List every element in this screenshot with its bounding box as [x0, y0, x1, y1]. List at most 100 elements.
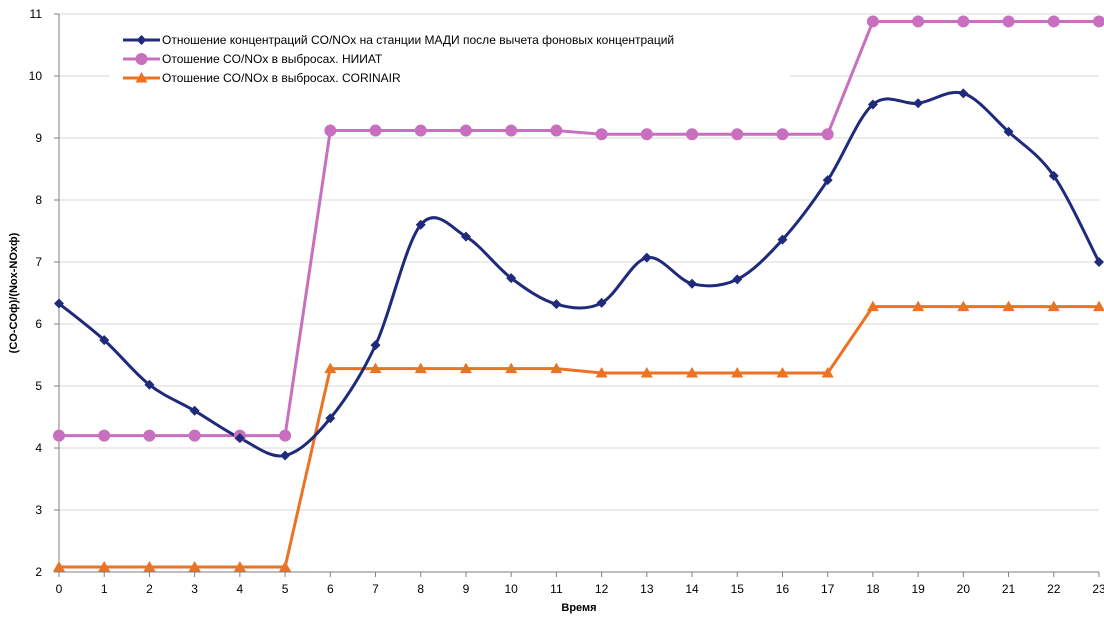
x-tick-label: 21 — [1002, 582, 1016, 596]
x-tick-label: 2 — [146, 582, 153, 596]
y-tick-label: 11 — [30, 7, 43, 21]
series-1-point — [596, 297, 607, 308]
x-tick-label: 8 — [417, 582, 424, 596]
series-2-point — [912, 15, 925, 28]
series-1-point — [551, 299, 562, 310]
series-1-point — [370, 340, 381, 351]
x-tick-label: 13 — [640, 582, 654, 596]
x-tick-label: 23 — [1092, 582, 1104, 596]
series-2-point — [1093, 15, 1104, 28]
series-markers — [53, 15, 1104, 572]
y-tick-label: 3 — [35, 503, 42, 517]
x-tick-label: 11 — [550, 582, 563, 596]
x-tick-label: 5 — [282, 582, 289, 596]
series-3-point — [414, 362, 427, 374]
x-tick-label: 18 — [866, 582, 880, 596]
legend-entry: Отошение CO/NOx в выбросах. CORINAIR — [162, 71, 401, 85]
x-tick-label: 14 — [685, 582, 699, 596]
y-tick-label: 4 — [35, 441, 42, 455]
series-3-point — [53, 561, 65, 572]
x-tick-label: 17 — [821, 582, 835, 596]
series-1-point — [99, 335, 110, 346]
y-tick-label: 9 — [35, 131, 42, 145]
series-2-point — [324, 124, 337, 137]
x-tick-label: 3 — [191, 582, 198, 596]
grid-lines — [59, 13, 1099, 511]
series-3-point — [1047, 300, 1060, 312]
series-2-point — [414, 124, 427, 137]
series-2-point — [595, 128, 608, 141]
y-tick-label: 5 — [35, 379, 42, 393]
series-1-point — [1003, 126, 1014, 137]
series-3-point — [324, 362, 337, 374]
series-3-point — [143, 561, 156, 572]
series-2-point — [143, 429, 156, 442]
series-2-point — [98, 429, 111, 442]
x-tick-label: 15 — [731, 582, 745, 596]
series-3-point — [866, 300, 879, 312]
series-3-point — [98, 561, 111, 572]
series-3-point — [821, 366, 834, 378]
x-tick-label: 6 — [327, 582, 334, 596]
y-tick-label: 8 — [35, 193, 42, 207]
series-1-point — [1094, 257, 1104, 267]
series-3-point — [686, 366, 699, 378]
series-line-1 — [58, 90, 1101, 458]
x-axis-title: Время — [561, 602, 596, 614]
x-tick-label: 19 — [911, 582, 925, 596]
legend-entry: Отношение концентраций CO/NOx на станции… — [162, 33, 674, 47]
y-axis-title: (CO-COф)/(Nox-NOxф) — [8, 232, 20, 353]
legend-box — [110, 26, 790, 88]
series-1-point — [54, 298, 64, 309]
series-3-point — [279, 561, 292, 572]
series-1-point — [144, 379, 155, 390]
series-3-point — [731, 366, 744, 378]
series-2-point — [866, 15, 879, 28]
series-2-point — [776, 128, 789, 141]
series-1-point — [325, 413, 336, 424]
series-2-point — [505, 124, 518, 137]
series-1-point — [777, 234, 788, 245]
series-2-point — [53, 429, 65, 442]
y-tick-label: 10 — [29, 69, 43, 83]
series-3-point — [1002, 300, 1015, 312]
legend-entry: Отошение CO/NOx в выбросах. НИИАТ — [162, 52, 383, 66]
series-2-point — [279, 429, 292, 442]
series-lines — [58, 19, 1101, 569]
series-1-point — [641, 252, 652, 263]
series-1-point — [506, 273, 517, 284]
series-2-point — [731, 128, 744, 141]
y-tick-label: 2 — [35, 565, 42, 579]
x-tick-label: 16 — [776, 582, 790, 596]
legend: Отношение концентраций CO/NOx на станции… — [110, 26, 790, 88]
series-2-point — [686, 128, 699, 141]
series-3-point — [640, 366, 653, 378]
x-tick-label: 4 — [237, 582, 244, 596]
x-tick-label: 7 — [372, 582, 379, 596]
series-1-point — [460, 231, 471, 242]
series-line-3 — [59, 305, 1099, 569]
series-3-point — [459, 362, 472, 374]
series-2-point — [1002, 15, 1015, 28]
series-2-point — [1047, 15, 1060, 28]
legend-swatch-marker — [136, 35, 147, 45]
series-3-point — [505, 362, 518, 374]
series-1-point — [822, 175, 833, 186]
series-1-point — [1048, 170, 1059, 181]
series-3-point — [912, 300, 925, 312]
series-3-point — [776, 366, 789, 378]
series-1-point — [958, 88, 969, 99]
x-tick-label: 22 — [1047, 582, 1061, 596]
series-1-point — [687, 278, 698, 289]
series-3-point — [595, 366, 608, 378]
series-2-point — [957, 15, 970, 28]
series-1-point — [732, 274, 743, 285]
series-1-point — [913, 98, 924, 109]
y-tick-label: 6 — [35, 317, 42, 331]
series-3-point — [188, 561, 201, 572]
legend-swatch-marker — [135, 72, 148, 83]
series-2-point — [821, 128, 834, 141]
series-1-point — [280, 450, 291, 461]
series-3-point — [550, 362, 563, 374]
